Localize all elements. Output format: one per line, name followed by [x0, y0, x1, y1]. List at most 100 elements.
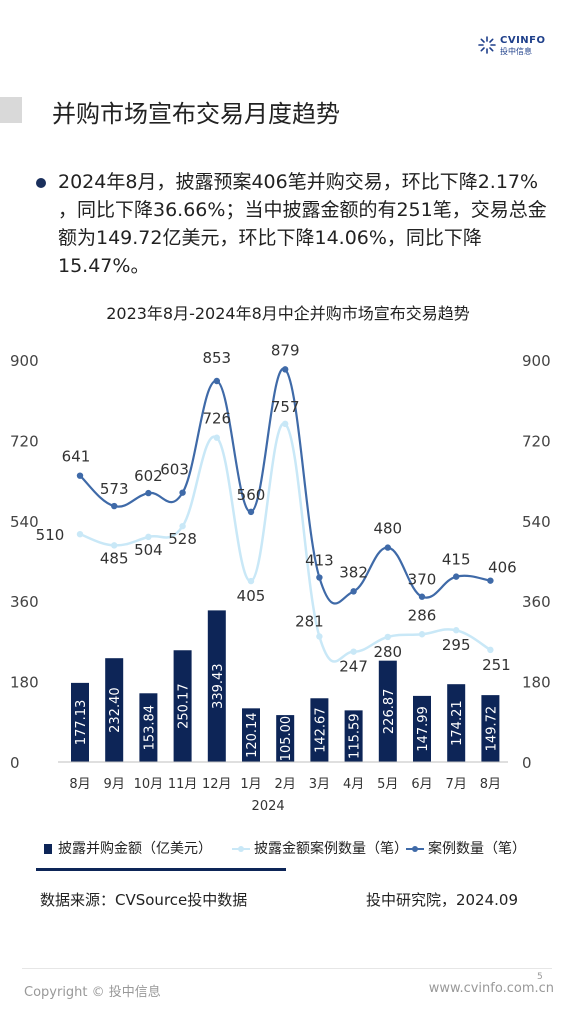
x-tick-2: 10月: [134, 777, 164, 792]
legend-label-amount: 披露并购金额（亿美元）: [58, 841, 212, 857]
x-tick-4: 12月: [202, 777, 232, 792]
total-count-label-2: 602: [134, 467, 163, 485]
disclosed-count-point-8: [350, 648, 357, 655]
bar-7: [310, 698, 329, 762]
disclosed-count-label-4: 726: [202, 410, 231, 428]
disclosed-count-label-10: 286: [408, 606, 437, 624]
disclosed-count-point-5: [247, 577, 255, 585]
disclosed-count-label-6: 757: [271, 398, 300, 416]
total-count-label-4: 853: [202, 349, 231, 367]
summary-text: 2024年8月，披露预案406笔并购交易，环比下降2.17% ，同比下降36.6…: [58, 171, 547, 277]
disclosed-count-label-12: 251: [482, 656, 511, 674]
bar-label-3: 250.17: [177, 683, 192, 729]
bar-4: [207, 610, 226, 762]
bar-label-9: 226.87: [382, 689, 397, 735]
legend-underline: [36, 868, 286, 871]
y-tick-left-900: 900: [10, 352, 39, 370]
bar-label-12: 149.72: [484, 706, 499, 752]
x-tick-5: 1月: [240, 777, 261, 792]
bar-1: [105, 658, 124, 762]
total-count-point-12: [487, 577, 494, 584]
legend-label-disclosed-count: 披露金额案例数量（笔）: [254, 841, 408, 857]
y-tick-right-720: 720: [522, 432, 551, 450]
bar-6: [276, 715, 295, 762]
bar-label-6: 105.00: [279, 716, 294, 762]
legend-light-line-swatch: [232, 846, 250, 852]
bar-label-5: 120.14: [245, 712, 260, 758]
x-tick-11: 7月: [446, 777, 467, 792]
logo-brand: CVINFO: [500, 35, 546, 46]
total-count-label-7: 413: [305, 552, 334, 570]
x-tick-10: 6月: [411, 777, 432, 792]
disclosed-count-point-2: [145, 533, 152, 541]
legend-dark-line-swatch: [406, 846, 424, 852]
x-tick-3: 11月: [168, 777, 198, 792]
y-tick-left-540: 540: [10, 513, 39, 531]
y-tick-right-900: 900: [522, 352, 551, 370]
logo-burst-icon: [478, 36, 496, 54]
disclosed-count-point-9: [384, 633, 391, 641]
total-count-label-10: 370: [408, 571, 437, 589]
footer-divider: [22, 968, 552, 969]
disclosed-count-point-4: [213, 434, 220, 441]
bar-label-2: 153.84: [142, 705, 157, 751]
disclosed-count-point-10: [418, 631, 426, 638]
disclosed-count-point-11: [453, 627, 460, 634]
research-org: 投中研究院，2024.09: [365, 891, 518, 909]
bar-2: [139, 693, 158, 762]
bar-9: [378, 660, 397, 762]
page-number: 5: [537, 972, 543, 982]
x-tick-9: 5月: [377, 777, 398, 792]
y-tick-left-720: 720: [10, 432, 39, 450]
disclosed-count-line: [79, 422, 492, 663]
disclosed-count-label-5: 405: [237, 587, 266, 605]
y-tick-right-0: 0: [522, 754, 532, 772]
total-count-point-3: [179, 489, 186, 496]
bar-10: [413, 695, 431, 762]
bar-8: [344, 710, 363, 762]
disclosed-count-label-8: 247: [339, 658, 368, 676]
total-count-label-5: 560: [237, 486, 266, 504]
disclosed-count-point-6: [282, 420, 289, 428]
total-count-point-7: [316, 574, 323, 581]
y-tick-right-540: 540: [522, 513, 551, 531]
y-tick-left-360: 360: [10, 593, 39, 611]
total-count-label-1: 573: [100, 480, 129, 498]
disclosed-count-point-3: [179, 522, 186, 530]
x-tick-0: 8月: [69, 777, 90, 792]
x-tick-6: 2月: [275, 777, 296, 792]
x-tick-7: 3月: [309, 777, 330, 792]
disclosed-count-label-3: 528: [168, 530, 197, 548]
total-count-point-0: [76, 472, 84, 479]
total-count-label-11: 415: [442, 551, 471, 569]
total-count-point-1: [111, 502, 118, 510]
disclosed-count-label-0: 510: [36, 526, 65, 544]
total-count-point-11: [453, 573, 460, 580]
total-count-point-9: [384, 544, 391, 551]
title-accent-bar: [0, 97, 22, 123]
legend-label-total-count: 案例数量（笔）: [428, 841, 526, 857]
total-count-point-6: [282, 366, 289, 373]
x-tick-8: 4月: [343, 777, 364, 792]
chart-title: 2023年8月-2024年8月中企并购市场宣布交易趋势: [106, 304, 470, 323]
total-count-point-10: [418, 593, 426, 600]
bar-0: [71, 682, 89, 762]
total-count-point-8: [350, 588, 357, 595]
disclosed-count-point-7: [316, 633, 323, 640]
bar-label-8: 115.59: [348, 713, 363, 759]
bar-label-7: 142.67: [313, 707, 328, 753]
disclosed-count-point-12: [487, 646, 494, 654]
y-tick-right-180: 180: [522, 674, 551, 692]
copyright: Copyright © 投中信息: [24, 985, 161, 1000]
bar-label-11: 174.21: [450, 700, 465, 746]
legend-bar-swatch: [44, 844, 52, 854]
total-count-label-8: 382: [339, 563, 368, 581]
total-count-point-4: [213, 377, 220, 385]
disclosed-count-label-2: 504: [134, 541, 163, 559]
bar-label-10: 147.99: [416, 706, 431, 752]
disclosed-count-label-9: 280: [373, 643, 402, 661]
total-count-label-9: 480: [373, 520, 402, 538]
total-count-label-12: 406: [488, 559, 517, 577]
total-count-label-0: 641: [62, 448, 91, 466]
logo-brand-cn: 投中信息: [500, 47, 532, 56]
